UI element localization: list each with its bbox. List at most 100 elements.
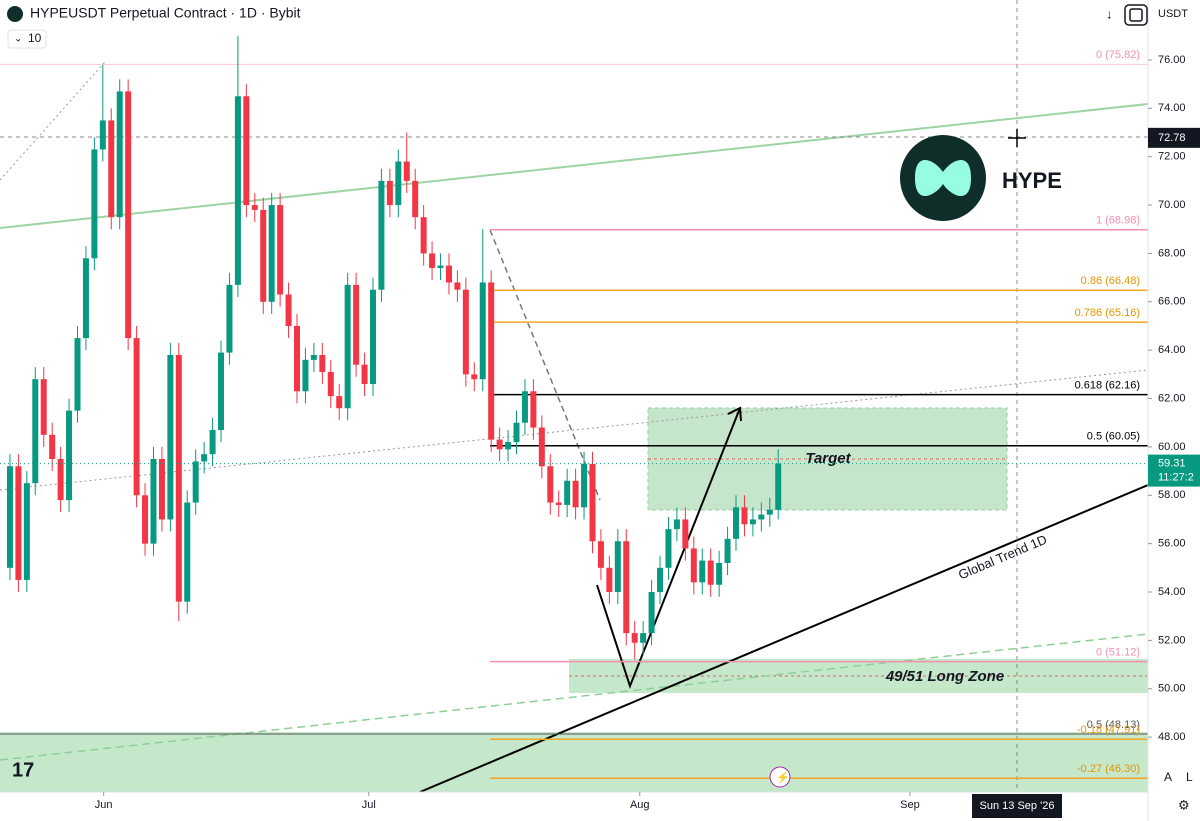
candle-body (184, 502, 191, 602)
price-axis (1148, 0, 1200, 821)
candle-body (538, 427, 545, 467)
candle-body (505, 442, 512, 450)
candle-body (403, 161, 410, 181)
candle-body (369, 289, 376, 385)
crosshair-date-tag (972, 794, 1062, 818)
v-arrow (596, 407, 741, 689)
candle-body (234, 96, 241, 285)
x-tick-label: Jun (95, 799, 113, 811)
annotation: 49/51 Long Zone (885, 668, 1004, 685)
x-tick-label: Jul (362, 799, 376, 811)
candle-body (99, 120, 106, 150)
fib-diagonal (489, 229, 601, 501)
fullscreen-icon[interactable] (1124, 4, 1148, 26)
candle-body (49, 434, 56, 459)
crosshair-tag (1148, 127, 1200, 148)
settings-icon[interactable]: ⚙ (1178, 797, 1190, 812)
auto-button[interactable]: A (1164, 770, 1172, 784)
currency[interactable]: USDT (1158, 8, 1188, 20)
candle-body (572, 480, 579, 508)
y-tick-label: 60.00 (1158, 441, 1186, 453)
tv-logo: 17 (12, 759, 34, 781)
y-tick-label: 58.00 (1158, 489, 1186, 501)
candle-body (597, 541, 604, 568)
candle-body (479, 282, 486, 380)
candle-body (766, 509, 773, 515)
indicator-value: 10 (28, 31, 42, 45)
candle-body (268, 205, 275, 302)
candle-body (66, 410, 73, 501)
candle-body (665, 529, 672, 568)
crosshair-price: 72.78 (1158, 132, 1186, 144)
candle-body (32, 379, 39, 484)
candle-body (445, 265, 452, 283)
chart-title: HYPEUSDT Perpetual Contract · 1D · Bybit (30, 5, 301, 21)
candle-body (386, 180, 393, 206)
x-tick-label: Aug (630, 799, 650, 811)
candle-body (167, 355, 174, 520)
y-tick-label: 54.00 (1158, 586, 1186, 598)
fullscreen-inner (1129, 8, 1143, 22)
candle-body (724, 538, 731, 563)
candle-body (437, 265, 444, 268)
time-axis (0, 792, 1148, 821)
last-price-tag (1148, 454, 1200, 487)
candle-body (521, 391, 528, 423)
fib-label: 0.618 (62.16) (1075, 380, 1140, 392)
fib-label: -0.27 (46.30) (1077, 763, 1140, 775)
y-tick-label: 64.00 (1158, 344, 1186, 356)
candle-body (707, 560, 714, 585)
candle-body (125, 91, 132, 339)
crosshair-cursor (1008, 129, 1026, 147)
y-tick-label: 56.00 (1158, 538, 1186, 550)
candle-body (429, 253, 436, 268)
candle-body (589, 463, 596, 542)
top-trendline (0, 61, 106, 181)
candle-body (91, 149, 98, 259)
candle-body (40, 379, 47, 435)
candle-body (353, 284, 360, 365)
fib-label: 0.5 (48.13) (1087, 719, 1140, 731)
candle-body (631, 633, 638, 643)
candle-body (395, 161, 402, 206)
indicator-box[interactable] (7, 29, 47, 49)
candle-body (412, 180, 419, 218)
annotation: Target (805, 450, 851, 467)
y-tick-label: 48.00 (1158, 731, 1186, 743)
log-button[interactable]: L (1186, 770, 1193, 784)
candle-body (302, 359, 309, 392)
candle-body (344, 284, 351, 409)
candle-body (530, 391, 537, 428)
candle-body (158, 458, 165, 520)
candle-body (192, 461, 199, 503)
global-trend (419, 484, 1149, 793)
y-tick-label: 68.00 (1158, 247, 1186, 259)
upper-trendline (0, 103, 1149, 229)
candle-body (133, 338, 140, 496)
candle-body (327, 371, 334, 397)
candle-body (749, 519, 756, 525)
fib-label: 0 (51.12) (1096, 647, 1140, 659)
candle-body (23, 483, 30, 580)
candle-body (142, 495, 149, 544)
candle-body (277, 205, 284, 295)
candle-body (175, 355, 182, 602)
candle-body (682, 519, 689, 549)
y-tick-label: 50.00 (1158, 683, 1186, 695)
candle-body (361, 364, 368, 385)
y-tick-label: 62.00 (1158, 392, 1186, 404)
candle-body (201, 454, 208, 462)
candle-body (699, 560, 706, 583)
candle-body (218, 352, 225, 430)
download-icon[interactable]: ↓ (1106, 6, 1113, 21)
candle-body (513, 422, 520, 443)
candle-body (116, 91, 123, 218)
y-tick-label: 52.00 (1158, 634, 1186, 646)
event-icon[interactable] (769, 766, 791, 788)
candle-body (310, 355, 317, 360)
target-zone (647, 407, 1008, 511)
annotation: HYPE (1002, 168, 1062, 193)
caret: ⌄ (14, 34, 22, 45)
candle-body (555, 502, 562, 505)
candle-body (614, 541, 621, 593)
